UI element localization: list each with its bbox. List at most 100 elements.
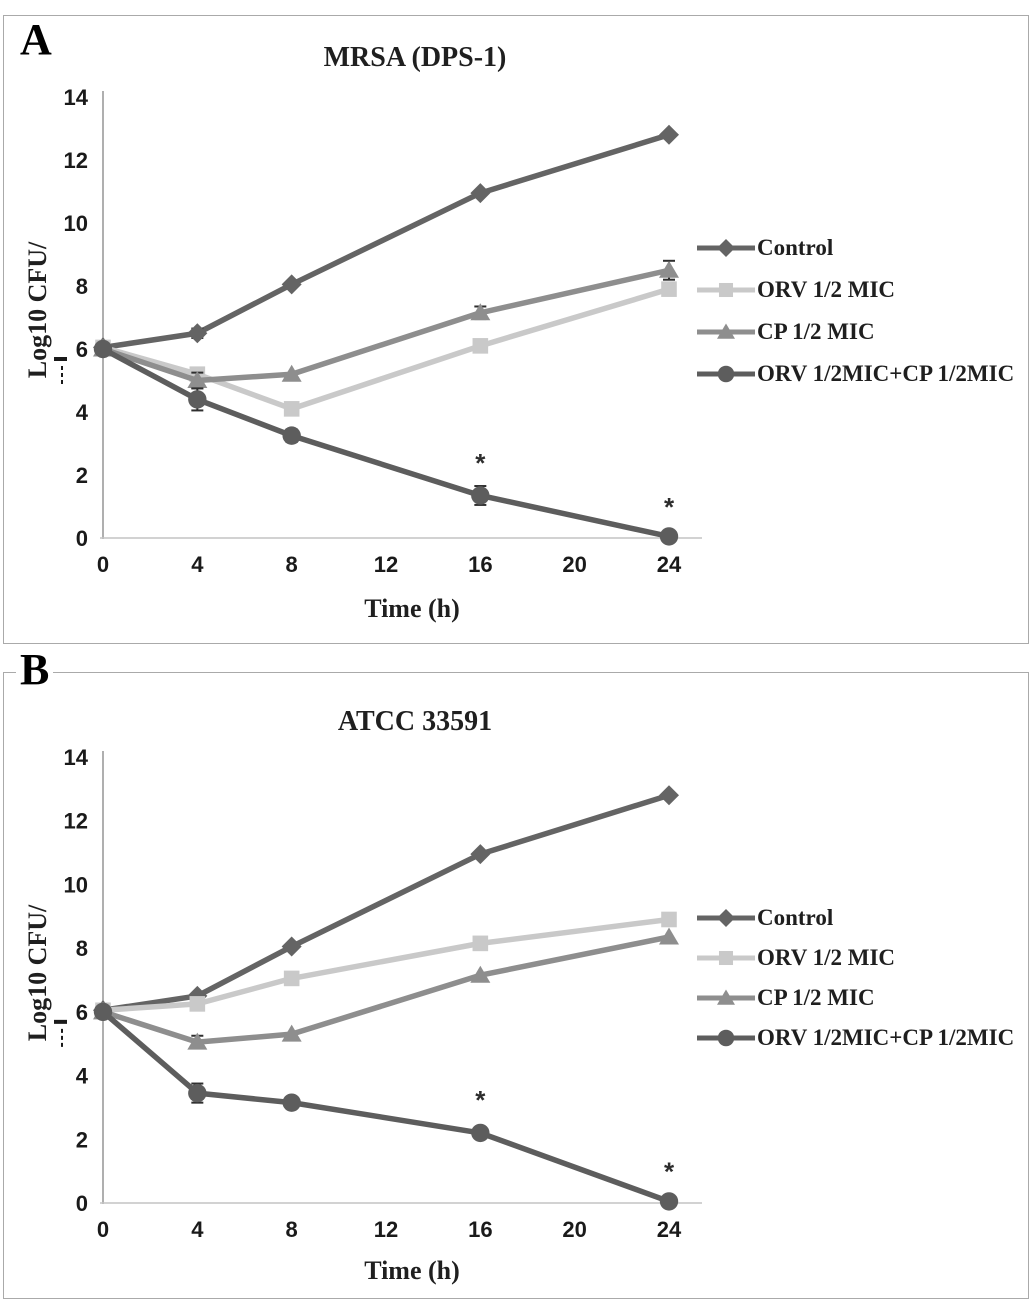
y-tick-label: 2	[76, 1127, 88, 1152]
square-marker	[661, 911, 677, 928]
y-tick-label: 14	[64, 85, 89, 110]
square-legend-key-icon	[697, 282, 755, 298]
diamond-marker	[659, 785, 679, 806]
chart-b-x-axis-label: Time (h)	[364, 1256, 460, 1285]
series-line	[100, 934, 672, 1045]
legend-item-control: Control	[697, 235, 1014, 260]
circle-marker	[93, 1002, 113, 1022]
series-line	[100, 792, 672, 1014]
circle-marker	[188, 390, 207, 409]
square-marker	[718, 950, 734, 966]
panel-b-label: B	[16, 648, 54, 692]
triangle-marker	[659, 927, 679, 945]
y-tick-label: 8	[76, 274, 88, 299]
diamond-marker	[470, 183, 491, 204]
square-marker	[283, 401, 300, 417]
x-tick-label: 8	[286, 1217, 298, 1242]
legend-item-label: CP 1/2 MIC	[757, 985, 875, 1010]
legend-item-control: Control	[697, 905, 1014, 930]
legend-item-orv-1-2-mic: ORV 1/2 MIC	[697, 277, 1014, 302]
diamond-marker	[470, 844, 491, 865]
chart-a-legend: Control ORV 1/2 MIC CP 1/2 MIC ORV 1/2MIC+C…	[697, 235, 1015, 386]
x-tick-label: 12	[374, 552, 398, 577]
x-tick-label: 4	[191, 552, 204, 577]
triangle-marker	[281, 1024, 302, 1042]
series-control	[93, 785, 679, 1021]
y-tick-label: 0	[76, 1191, 88, 1216]
y-tick-label: 12	[64, 148, 88, 173]
chart-a-title: MRSA (DPS-1)	[323, 42, 507, 73]
square-marker	[472, 338, 489, 354]
y-tick-label: 4	[76, 1064, 89, 1089]
triangle-marker	[717, 989, 735, 1005]
y-tick-label: 14	[64, 745, 89, 770]
square-legend-key-icon	[697, 950, 755, 966]
x-tick-label: 24	[657, 1217, 682, 1242]
diamond-marker	[717, 909, 735, 927]
x-tick-label: 20	[562, 1217, 586, 1242]
circle-marker	[717, 365, 735, 383]
x-tick-label: 4	[191, 1217, 204, 1242]
series-line	[100, 286, 672, 412]
legend-item-label: ORV 1/2 MIC	[757, 945, 896, 970]
panel-a-frame	[3, 15, 1029, 644]
diamond-marker	[659, 124, 679, 145]
series-control	[93, 124, 679, 358]
x-tick-label: 0	[97, 1217, 109, 1242]
circle-marker	[659, 527, 679, 546]
series-orv-1-2-mic	[95, 281, 677, 417]
legend-item-label: Control	[757, 235, 834, 260]
diamond-marker	[187, 323, 208, 344]
legend-item-label: ORV 1/2MIC+CP 1/2MIC	[757, 361, 1015, 386]
circle-marker	[471, 486, 490, 505]
triangle-marker	[470, 965, 491, 983]
y-tick-label: 8	[76, 936, 88, 961]
y-tick-label: 12	[64, 809, 88, 834]
chart-b-title: ATCC 33591	[337, 706, 493, 737]
y-tick-label: 0	[76, 526, 88, 551]
x-tick-label: 0	[97, 552, 109, 577]
x-tick-label: 8	[286, 552, 298, 577]
x-tick-label: 12	[374, 1217, 398, 1242]
circle-marker	[659, 1192, 679, 1211]
square-marker	[283, 970, 300, 987]
legend-item-label: CP 1/2 MIC	[757, 319, 875, 344]
triangle-marker	[717, 323, 735, 339]
diamond-legend-key-icon	[697, 239, 755, 257]
x-tick-label: 16	[468, 552, 492, 577]
legend-item-cp-1-2-mic: CP 1/2 MIC	[697, 985, 1014, 1010]
triangle-marker	[281, 364, 302, 382]
legend-item-cp-1-2-mic: CP 1/2 MIC	[697, 319, 1014, 344]
significance-asterisk: *	[475, 1085, 486, 1115]
triangle-marker	[470, 303, 491, 321]
x-tick-label: 16	[468, 1217, 492, 1242]
square-marker	[718, 282, 734, 298]
circle-marker	[717, 1029, 735, 1047]
y-tick-label: 6	[76, 337, 88, 362]
diamond-legend-key-icon	[697, 909, 755, 927]
circle-legend-key-icon	[697, 365, 755, 383]
legend-item-orv-1-2mic-cp-1-2mic: ORV 1/2MIC+CP 1/2MIC	[697, 361, 1015, 386]
y-tick-label: 6	[76, 1000, 88, 1025]
triangle-marker	[659, 260, 679, 278]
series-orv-1-2mic-cp-1-2mic	[93, 1002, 679, 1211]
legend-item-orv-1-2-mic: ORV 1/2 MIC	[697, 945, 1014, 970]
square-marker	[189, 996, 206, 1012]
circle-marker	[282, 426, 301, 445]
y-tick-label: 10	[64, 872, 88, 897]
legend-item-label: ORV 1/2MIC+CP 1/2MIC	[757, 1025, 1015, 1050]
y-tick-label: 4	[76, 400, 89, 425]
circle-legend-key-icon	[697, 1029, 755, 1047]
triangle-marker	[187, 371, 208, 388]
diamond-marker	[281, 936, 302, 957]
y-tick-label: 10	[64, 211, 88, 236]
x-tick-label: 24	[657, 552, 682, 577]
panel-a-label: A	[16, 18, 56, 62]
triangle-legend-key-icon	[697, 989, 755, 1005]
x-tick-label: 20	[562, 552, 586, 577]
chart-b-legend: Control ORV 1/2 MIC CP 1/2 MIC ORV 1/2MIC+C…	[697, 905, 1015, 1050]
